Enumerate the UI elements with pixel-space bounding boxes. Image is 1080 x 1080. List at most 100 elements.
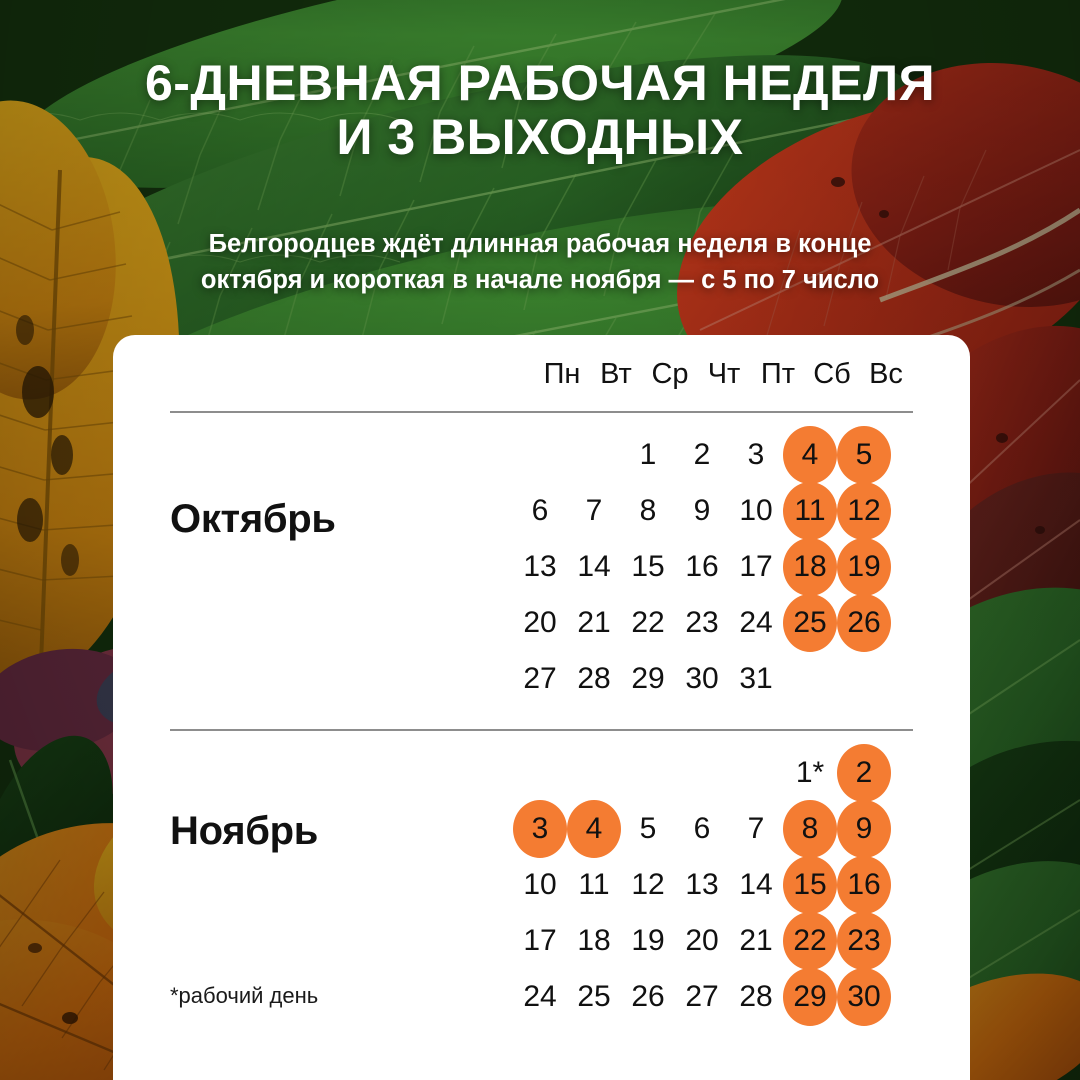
calendar-day-cell[interactable]: 25 (783, 594, 837, 652)
calendar-day-cell[interactable]: 22 (783, 912, 837, 970)
calendar-day-number: 6 (693, 812, 711, 845)
calendar-day-cell[interactable]: 14 (729, 857, 783, 913)
calendar-day-empty (513, 427, 567, 483)
day-off-highlight (783, 968, 837, 1026)
calendar-day-cell[interactable]: 10 (729, 483, 783, 539)
calendar-card: Пн Вт Ср Чт Пт Сб Вс Октябрь 1 2 3 4 5 6 7 8 9 10 11 12 13… (113, 335, 970, 1080)
calendar-day-number: 26 (631, 980, 665, 1013)
calendar-week-row: 1 2 3 4 5 (513, 426, 913, 484)
calendar-day-number: 1 (639, 438, 657, 471)
calendar-day-cell[interactable]: 6 (513, 483, 567, 539)
calendar-week-row: 13 14 15 16 17 18 19 (513, 538, 913, 596)
calendar-day-number: 25 (577, 980, 611, 1013)
calendar-day-cell[interactable]: 9 (837, 800, 891, 858)
calendar-day-cell[interactable]: 27 (675, 969, 729, 1025)
calendar-day-cell[interactable]: 17 (513, 913, 567, 969)
calendar-day-cell[interactable]: 23 (837, 912, 891, 970)
calendar-day-cell[interactable]: 19 (837, 538, 891, 596)
calendar-day-cell[interactable]: 24 (729, 595, 783, 651)
calendar-day-cell[interactable]: 16 (837, 856, 891, 914)
calendar-day-cell[interactable]: 15 (621, 539, 675, 595)
calendar-day-number: 4 (585, 812, 603, 845)
day-off-highlight (837, 426, 891, 484)
calendar-day-cell[interactable]: 11 (567, 857, 621, 913)
calendar-day-cell[interactable]: 7 (729, 801, 783, 857)
calendar-day-cell[interactable]: 13 (675, 857, 729, 913)
calendar-day-cell[interactable]: 30 (837, 968, 891, 1026)
calendar-day-cell[interactable]: 31 (729, 651, 783, 707)
day-off-highlight (837, 856, 891, 914)
calendar-day-cell[interactable]: 2 (675, 427, 729, 483)
calendar-day-number: 28 (739, 980, 773, 1013)
day-off-highlight (837, 482, 891, 540)
calendar-day-cell[interactable]: 26 (621, 969, 675, 1025)
calendar-week-row: 10 11 12 13 14 15 16 (513, 856, 913, 914)
calendar-day-empty (621, 745, 675, 801)
calendar-day-cell[interactable]: 6 (675, 801, 729, 857)
day-off-highlight (837, 968, 891, 1026)
calendar-day-number: 5 (855, 438, 873, 471)
calendar-day-cell[interactable]: 18 (783, 538, 837, 596)
calendar-week-row: 1* 2 (513, 744, 913, 802)
calendar-day-cell[interactable]: 21 (567, 595, 621, 651)
calendar-day-cell[interactable]: 13 (513, 539, 567, 595)
calendar-day-cell[interactable]: 21 (729, 913, 783, 969)
calendar-day-empty (567, 427, 621, 483)
weekday-header-6: Вс (869, 358, 903, 390)
calendar-day-empty (837, 651, 891, 707)
calendar-day-number: 21 (577, 606, 611, 639)
calendar-day-cell[interactable]: 17 (729, 539, 783, 595)
calendar-week-row: 27 28 29 30 31 (513, 651, 913, 707)
calendar-day-cell[interactable]: 5 (621, 801, 675, 857)
calendar-day-cell[interactable]: 1 (621, 427, 675, 483)
calendar-day-number: 30 (685, 662, 719, 695)
calendar-day-cell[interactable]: 10 (513, 857, 567, 913)
calendar-day-cell[interactable]: 30 (675, 651, 729, 707)
month-block-october: Октябрь 1 2 3 4 5 6 7 8 9 10 11 12 13 14 15 16 17 18 19 20 2… (170, 413, 913, 707)
calendar-day-cell[interactable]: 12 (837, 482, 891, 540)
calendar-day-number: 14 (739, 868, 773, 901)
calendar-day-cell[interactable]: 23 (675, 595, 729, 651)
calendar-day-cell[interactable]: 12 (621, 857, 675, 913)
calendar-day-cell[interactable]: 20 (513, 595, 567, 651)
day-off-highlight (837, 594, 891, 652)
calendar-day-cell[interactable]: 3 (729, 427, 783, 483)
calendar-day-cell[interactable]: 20 (675, 913, 729, 969)
calendar-day-cell[interactable]: 19 (621, 913, 675, 969)
calendar-day-cell[interactable]: 29 (783, 968, 837, 1026)
calendar-day-cell[interactable]: 5 (837, 426, 891, 484)
calendar-day-cell[interactable]: 15 (783, 856, 837, 914)
calendar-day-cell[interactable]: 3 (513, 800, 567, 858)
calendar-day-cell[interactable]: 4 (783, 426, 837, 484)
calendar-day-cell[interactable]: 22 (621, 595, 675, 651)
calendar-day-cell[interactable]: 25 (567, 969, 621, 1025)
calendar-day-cell[interactable]: 2 (837, 744, 891, 802)
calendar-day-number: 12 (847, 494, 881, 527)
calendar-day-cell[interactable]: 28 (729, 969, 783, 1025)
calendar-day-cell[interactable]: 14 (567, 539, 621, 595)
calendar-day-cell[interactable]: 4 (567, 800, 621, 858)
calendar-day-number: 15 (631, 550, 665, 583)
calendar-day-cell[interactable]: 11 (783, 482, 837, 540)
calendar-day-cell[interactable]: 8 (783, 800, 837, 858)
calendar-day-cell[interactable]: 9 (675, 483, 729, 539)
october-weeks: 1 2 3 4 5 6 7 8 9 10 11 12 13 14 15 16 17 18 19 20 21 22 23 24 2… (170, 426, 913, 707)
calendar-day-cell[interactable]: 28 (567, 651, 621, 707)
calendar-day-cell[interactable]: 18 (567, 913, 621, 969)
calendar-day-cell[interactable]: 1* (783, 745, 837, 801)
calendar-day-cell[interactable]: 16 (675, 539, 729, 595)
day-off-highlight (783, 800, 837, 858)
calendar-day-cell[interactable]: 26 (837, 594, 891, 652)
calendar-day-cell[interactable]: 8 (621, 483, 675, 539)
header-block: 6-ДНЕВНАЯ РАБОЧАЯ НЕДЕЛЯ И 3 ВЫХОДНЫХ Бе… (0, 56, 1080, 298)
day-off-highlight (837, 800, 891, 858)
calendar-day-cell[interactable]: 24 (513, 969, 567, 1025)
day-off-highlight (783, 594, 837, 652)
calendar-day-cell[interactable]: 29 (621, 651, 675, 707)
calendar-day-cell[interactable]: 7 (567, 483, 621, 539)
calendar-day-number: 2 (693, 438, 711, 471)
divider-top (170, 411, 913, 413)
calendar-day-cell[interactable]: 27 (513, 651, 567, 707)
month-block-november: Ноябрь 1* 2 3 4 5 6 7 8 9 10 11 12 13 14 15 16 17 18 19 20 2… (170, 731, 913, 1026)
day-off-highlight (783, 426, 837, 484)
